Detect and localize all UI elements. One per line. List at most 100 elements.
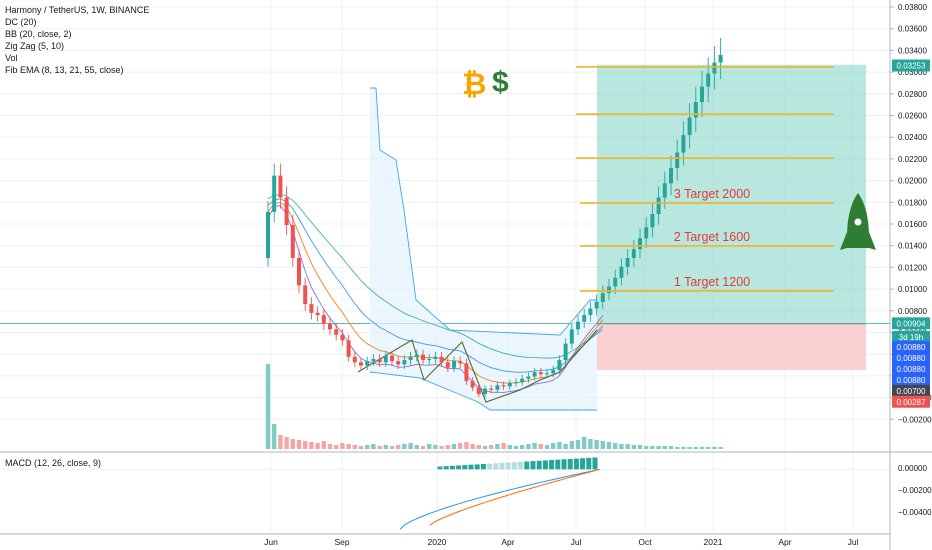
volume-bar	[464, 442, 469, 449]
candle-body	[284, 197, 289, 226]
macd-histogram-bar	[580, 458, 586, 470]
candle-body	[396, 361, 401, 365]
macd-histogram-bar	[468, 464, 474, 470]
macd-histogram-bar	[487, 463, 493, 470]
macd-legend[interactable]: MACD (12, 26, close, 9)	[5, 458, 102, 468]
candle-body	[321, 315, 326, 324]
candle-body	[383, 355, 388, 363]
candle-body	[662, 183, 667, 198]
volume-bar	[389, 446, 395, 449]
candle-body	[526, 376, 531, 379]
macd-histogram-bar	[561, 459, 567, 470]
volume-bar	[451, 444, 457, 449]
x-tick-label: Jul	[848, 537, 859, 547]
candle-body	[718, 54, 723, 63]
volume-bar	[520, 445, 525, 449]
rocket-fins	[840, 232, 876, 250]
legend-fib-ema[interactable]: Fib EMA (8, 13, 21, 55, close)	[5, 65, 124, 75]
volume-bar	[675, 447, 680, 449]
candle-body	[681, 135, 686, 153]
candle-body	[408, 356, 413, 361]
price-tag	[892, 362, 930, 375]
candle-body	[582, 315, 587, 322]
volume-bar	[482, 446, 488, 449]
candle-body	[476, 387, 481, 395]
y-tick-label: 0.01800	[898, 198, 927, 207]
macd-histogram-bar	[549, 460, 555, 470]
candle-body	[421, 354, 425, 361]
volume-bar	[681, 447, 686, 449]
macd-histogram-bar	[493, 463, 499, 470]
candle-body	[427, 358, 432, 361]
candle-body	[359, 362, 363, 366]
candle-body	[569, 329, 574, 344]
legend-vol[interactable]: Vol	[5, 53, 18, 63]
volume-bar	[489, 445, 494, 449]
candle-body	[644, 227, 649, 239]
volume-bar	[588, 439, 593, 449]
donchian-lower	[369, 371, 597, 411]
price-tag-label: 0.00880	[897, 376, 926, 385]
candle-body	[352, 356, 357, 363]
macd-histogram-bar	[474, 464, 480, 470]
macd-histogram-bar	[511, 462, 517, 470]
y-tick-label: 0.03600	[898, 25, 927, 34]
volume-bar	[439, 446, 444, 449]
volume-bar	[346, 444, 351, 449]
candle-body	[483, 388, 487, 395]
y-tick-label: 0.03000	[898, 68, 927, 77]
candlesticks	[266, 37, 723, 398]
price-tag-label: 0.00880	[897, 354, 926, 363]
y-tick-label: −0.00200	[898, 415, 932, 424]
volume-bars	[265, 364, 723, 449]
rocket-window	[854, 218, 862, 226]
volume-bar	[594, 440, 599, 449]
price-tag-label: 0.00700	[897, 387, 926, 396]
price-tag	[892, 373, 930, 386]
price-tag-label: 0.00880	[897, 343, 926, 352]
y-tick-label: 0.01400	[898, 242, 927, 251]
candle-body	[390, 355, 394, 362]
candle-body	[538, 372, 543, 375]
macd-histogram-bar	[437, 466, 443, 470]
volume-bar	[408, 443, 413, 449]
macd-y-tick-label: −0.00200	[898, 486, 932, 495]
candle-body	[501, 385, 506, 387]
volume-bar	[606, 442, 612, 449]
volume-bar	[377, 446, 382, 449]
candle-body	[557, 360, 562, 370]
macd-histogram-bar	[524, 461, 530, 470]
macd-line	[399, 468, 601, 530]
candle-body	[346, 340, 351, 357]
macd-histogram-bar	[586, 457, 592, 470]
candle-body	[402, 360, 407, 365]
legend-dc[interactable]: DC (20)	[5, 17, 37, 27]
candle-body	[334, 329, 339, 335]
candle-body	[687, 117, 692, 136]
candle-body	[650, 214, 655, 228]
volume-bar	[278, 435, 283, 449]
legend-bb[interactable]: BB (20, close, 2)	[5, 29, 72, 39]
candle-body	[340, 334, 345, 341]
candle-body	[495, 385, 500, 390]
candle-body	[507, 383, 512, 387]
volume-bar	[513, 446, 519, 449]
candle-body	[693, 102, 698, 118]
target-label: 1 Target 1200	[674, 275, 750, 289]
x-tick-label: Jul	[571, 537, 582, 547]
candle-body	[631, 249, 636, 258]
legend-zigzag[interactable]: Zig Zag (5, 10)	[5, 41, 65, 51]
volume-bar	[495, 444, 500, 449]
volume-bar	[327, 444, 333, 449]
target-levels: 3 Target 2000 2 Target 1600 1 Target 1200	[576, 66, 834, 292]
dollar-icon: $	[492, 66, 509, 99]
volume-bar	[625, 444, 630, 449]
donchian-upper	[370, 87, 597, 336]
candle-body	[706, 73, 711, 87]
candle-body	[278, 175, 283, 198]
macd-histogram-bar	[592, 457, 598, 470]
volume-bar	[303, 441, 308, 449]
macd-histogram-bar	[567, 458, 573, 470]
candle-body	[638, 238, 642, 250]
